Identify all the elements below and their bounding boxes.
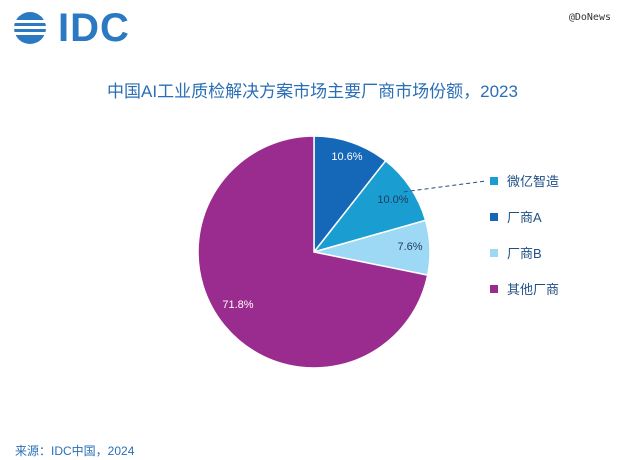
- legend-swatch-3: [490, 249, 498, 257]
- legend-label-4: 其他厂商: [507, 282, 559, 297]
- globe-icon: [12, 12, 48, 44]
- legend-label-3: 厂商B: [507, 246, 542, 261]
- chart-title: 中国AI工业质检解决方案市场主要厂商市场份额，2023: [107, 82, 518, 101]
- leader-line: [403, 180, 487, 193]
- logo-text: IDC: [58, 6, 130, 50]
- slice-label-3: 7.6%: [397, 241, 422, 253]
- legend-label-2: 厂商A: [507, 210, 542, 225]
- watermark: @DoNews: [568, 12, 611, 23]
- slice-label-1: 10.6%: [331, 151, 362, 163]
- legend-swatch-2: [490, 213, 498, 221]
- source-note: 来源：IDC中国，2024: [15, 444, 135, 458]
- legend-swatch-4: [490, 285, 498, 293]
- legend-swatch-1: [490, 177, 498, 185]
- slice-label-4: 71.8%: [222, 299, 253, 311]
- pie-slice-1: [313, 135, 387, 255]
- idc-logo: IDC: [10, 6, 135, 50]
- slice-label-2: 10.0%: [377, 194, 408, 206]
- legend-label-1: 微亿智造: [507, 174, 559, 189]
- pie-slice-2: [311, 159, 427, 254]
- pie-slice-4: [197, 135, 429, 369]
